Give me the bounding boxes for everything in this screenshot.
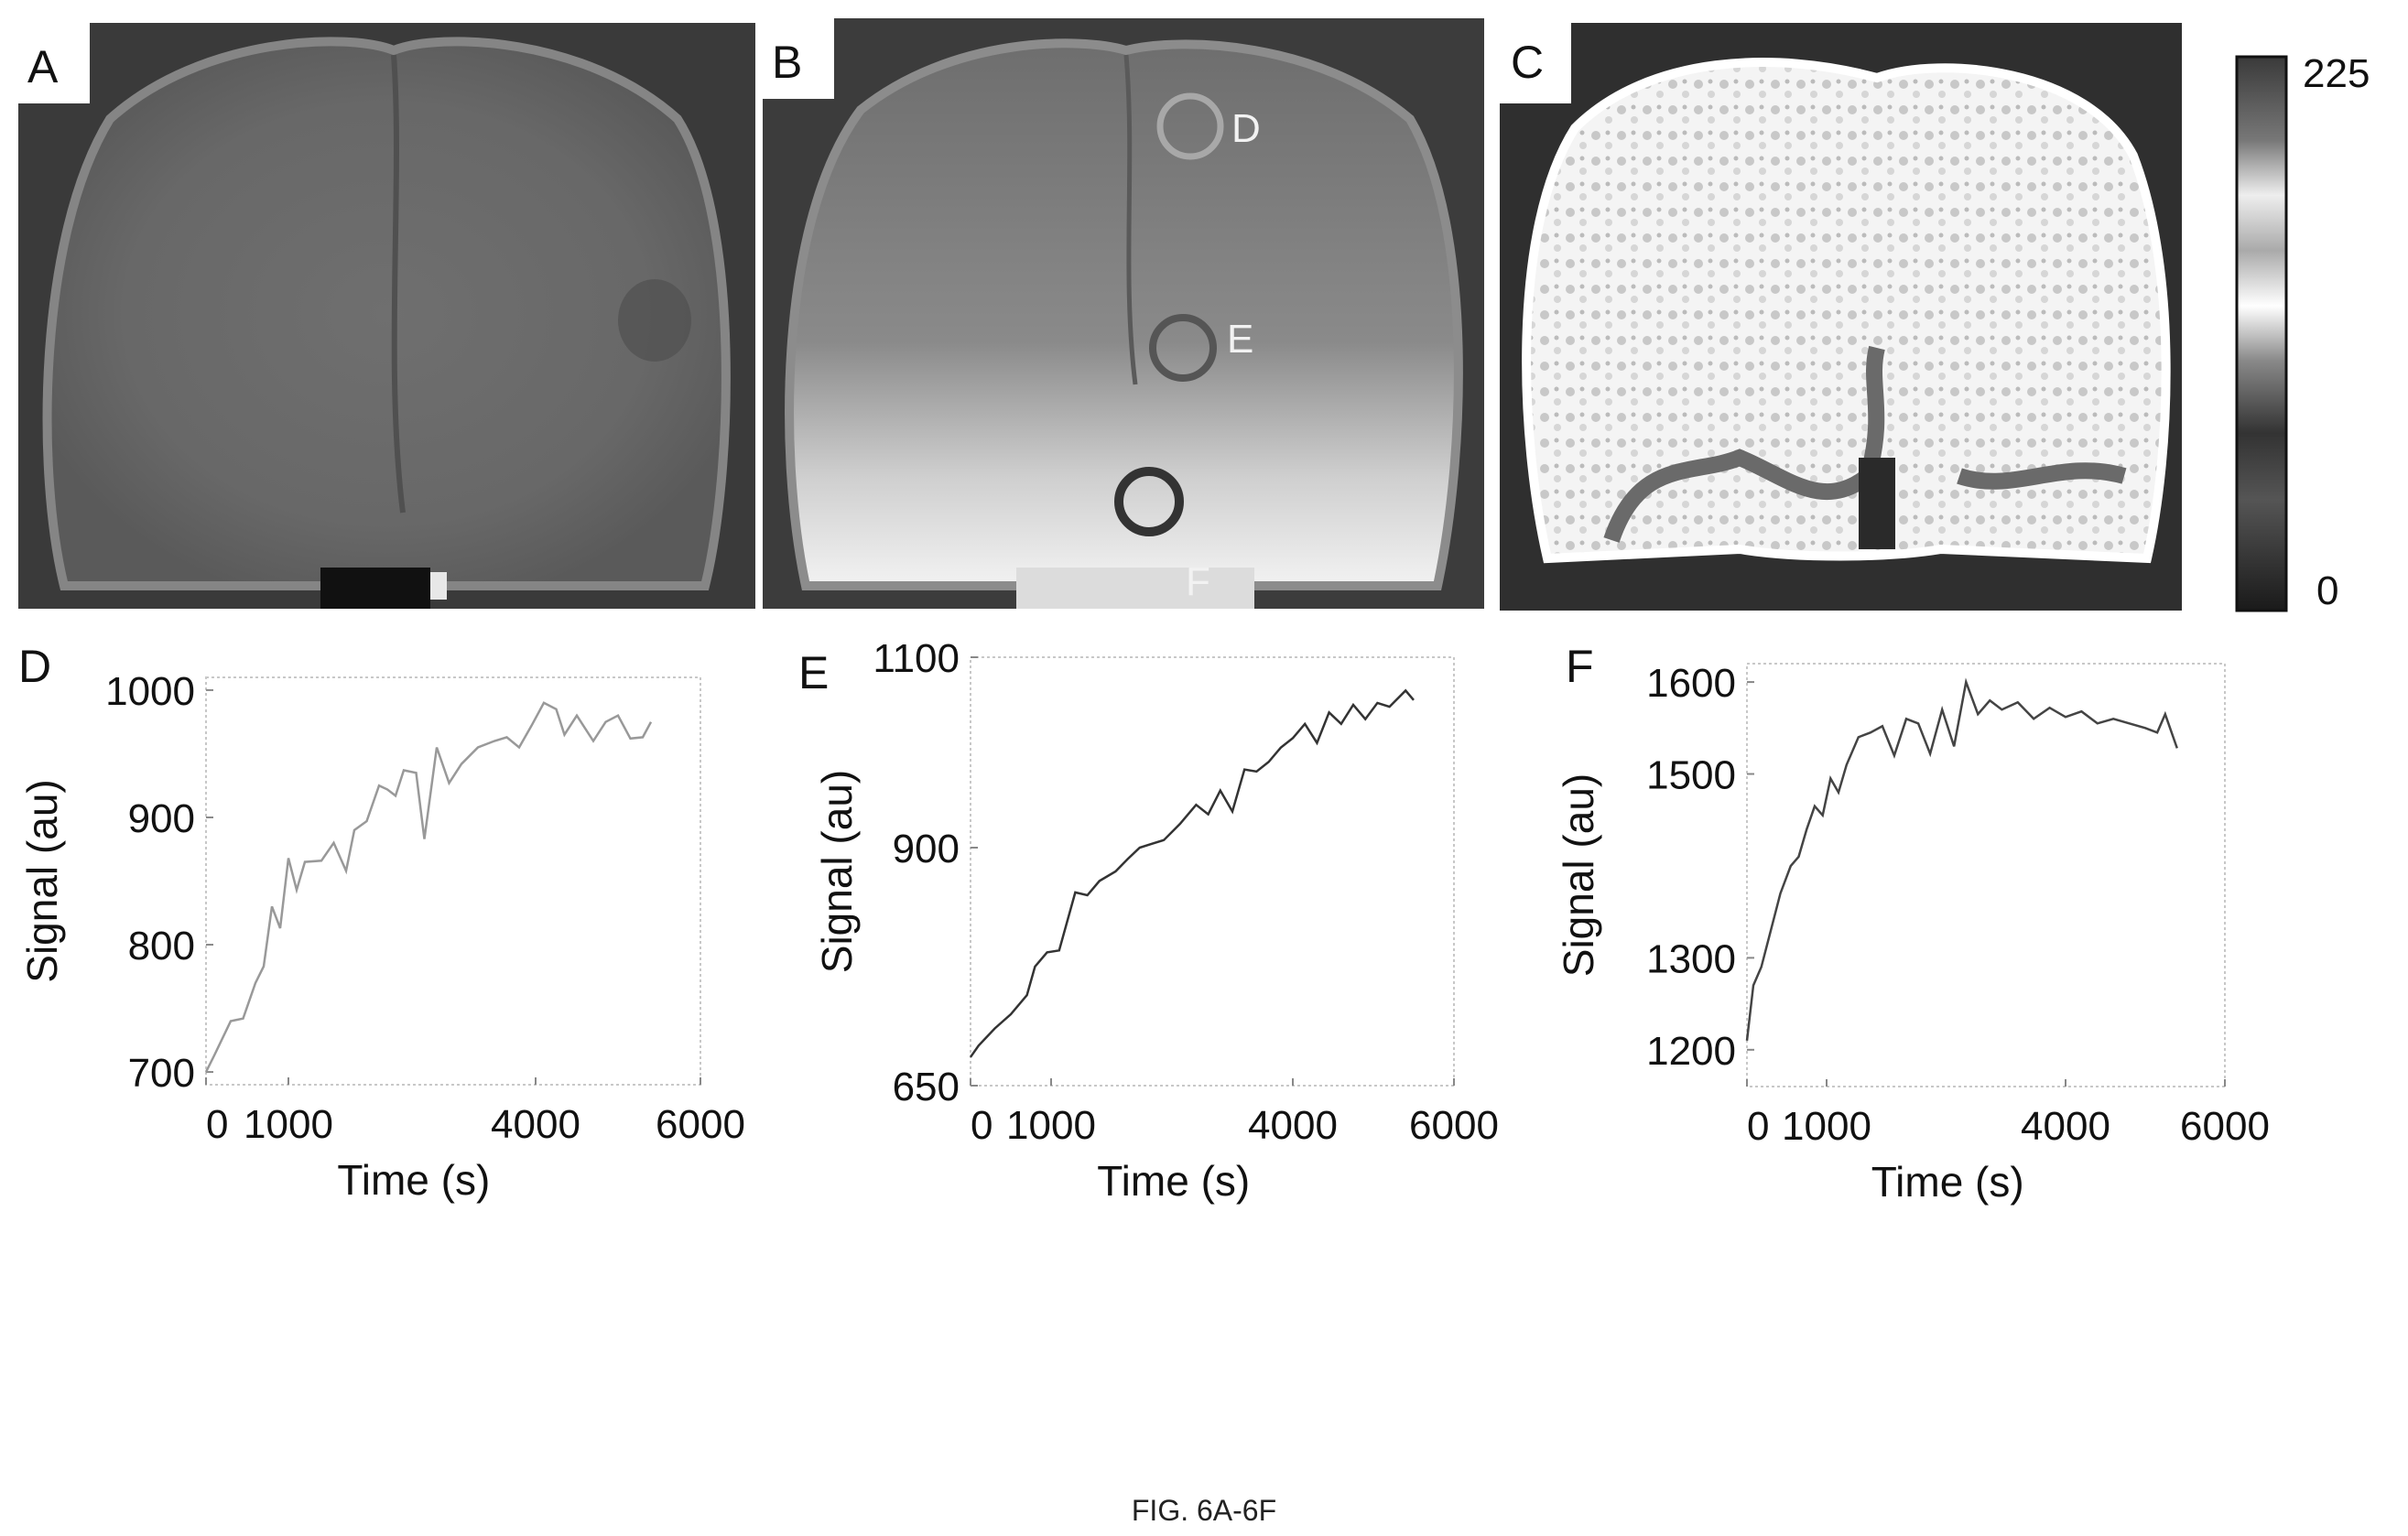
y-tick-label: 1100 — [873, 636, 960, 681]
figure-caption: FIG. 6A-6F — [1131, 1494, 1277, 1527]
x-tick-label: 0 — [1747, 1104, 1769, 1149]
series-line — [204, 701, 653, 1073]
plot-frame — [205, 676, 701, 1086]
roi-circle-d — [1156, 92, 1224, 160]
colorbar-max-label: 225 — [2303, 51, 2370, 96]
colorbar-min-label: 0 — [2316, 568, 2338, 613]
y-tick-label: 1600 — [1646, 661, 1736, 706]
x-tick-label: 4000 — [491, 1102, 580, 1147]
x-tick-label: 6000 — [656, 1102, 745, 1147]
x-tick-label: 6000 — [1409, 1103, 1499, 1148]
chart-panel-e: E 0 1000 4000 6000 650 900 1100 Time (s) Signal (… — [798, 636, 1499, 1205]
chart-panel-f: F 0 1000 4000 6000 1200 1300 1500 1600 Time (s) Si… — [1555, 641, 2270, 1206]
plot-frame — [1746, 663, 2226, 1087]
roi-label-e: E — [1227, 317, 1253, 362]
y-tick-label: 800 — [128, 924, 195, 968]
x-axis-title: Time (s) — [1871, 1158, 2024, 1206]
roi-label-f: F — [1186, 559, 1210, 604]
x-tick-label: 4000 — [2021, 1104, 2110, 1149]
y-tick-label: 900 — [128, 796, 195, 841]
series-line — [969, 688, 1415, 1058]
y-tick-label: 1200 — [1646, 1029, 1736, 1074]
panel-letter-c: C — [1511, 37, 1544, 88]
x-tick-label: 4000 — [1248, 1103, 1338, 1148]
roi-circle-e — [1149, 314, 1217, 382]
roi-circle-f — [1114, 467, 1184, 536]
x-tick-label: 1000 — [1782, 1104, 1871, 1149]
y-tick-label: 900 — [893, 827, 960, 871]
x-axis-title: Time (s) — [1097, 1157, 1250, 1205]
panel-c-map: C — [1500, 23, 2182, 611]
x-tick-label: 1000 — [244, 1102, 333, 1147]
x-tick-label: 1000 — [1006, 1103, 1096, 1148]
panel-letter-d: D — [18, 641, 51, 692]
x-tick-label: 0 — [971, 1103, 992, 1148]
y-axis-title: Signal (au) — [813, 770, 861, 973]
colorbar: 225 0 — [2235, 51, 2370, 613]
x-tick-label: 6000 — [2180, 1104, 2270, 1149]
roi-label-d: D — [1231, 106, 1261, 151]
panel-letter-a: A — [27, 41, 59, 92]
panel-b-mri: D E F B — [763, 18, 1484, 609]
y-tick-label: 1500 — [1646, 753, 1736, 798]
x-tick-label: 0 — [206, 1102, 228, 1147]
panel-a-mri: A — [18, 23, 755, 609]
y-tick-label: 1000 — [105, 669, 195, 714]
y-axis-title: Signal (au) — [1555, 773, 1602, 977]
panel-letter-b: B — [772, 37, 802, 88]
series-line — [1745, 677, 2178, 1041]
x-axis-title: Time (s) — [337, 1156, 490, 1204]
y-tick-label: 650 — [893, 1065, 960, 1109]
plot-frame — [970, 656, 1455, 1087]
panel-letter-e: E — [798, 647, 829, 698]
panel-letter-f: F — [1566, 641, 1594, 692]
y-tick-label: 700 — [128, 1051, 195, 1096]
y-axis-title: Signal (au) — [18, 779, 66, 982]
y-tick-label: 1300 — [1646, 936, 1736, 981]
